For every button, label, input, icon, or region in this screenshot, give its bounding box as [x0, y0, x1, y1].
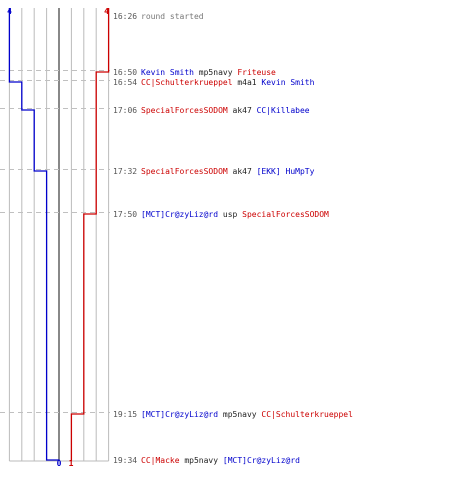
team-red-alive-line — [70, 8, 110, 461]
team-red-end-count: 1 — [69, 459, 74, 468]
event-time: 16:26 — [113, 12, 137, 21]
team-blue-end-count: 0 — [57, 459, 62, 468]
event-victim: CC|Schulterkrueppel — [261, 410, 353, 419]
team-blue-start-count: 4 — [7, 7, 12, 16]
event-text: SpecialForcesSODOM ak47 [EKK] HuMpTy — [141, 167, 315, 176]
event-text: CC|Macke mp5navy [MCT]Cr@zyLiz@rd — [141, 456, 300, 465]
event-time: 17:50 — [113, 210, 137, 219]
event-victim: [MCT]Cr@zyLiz@rd — [223, 456, 300, 465]
event-time: 16:50 — [113, 68, 137, 77]
event-weapon: ak47 — [228, 106, 257, 115]
event-text: CC|Schulterkrueppel m4a1 Kevin Smith — [141, 78, 315, 87]
event-time: 19:34 — [113, 456, 137, 465]
event-killer: CC|Macke — [141, 456, 180, 465]
event-time: 17:06 — [113, 106, 137, 115]
event-killer: SpecialForcesSODOM — [141, 106, 228, 115]
player-count-grid — [8, 8, 110, 462]
event-note: round started — [141, 12, 204, 21]
team-blue-alive-line — [8, 8, 60, 461]
event-weapon: usp — [218, 210, 242, 219]
event-weapon: mp5navy — [180, 456, 223, 465]
event-time: 17:32 — [113, 167, 137, 176]
event-time: 16:54 — [113, 78, 137, 87]
event-weapon: mp5navy — [194, 68, 237, 77]
event-weapon: mp5navy — [218, 410, 261, 419]
event-victim: Friteuse — [237, 68, 276, 77]
event-victim: SpecialForcesSODOM — [242, 210, 329, 219]
event-time: 19:15 — [113, 410, 137, 419]
team-count-lines — [8, 8, 110, 461]
team-red-start-count: 4 — [104, 7, 109, 16]
event-text: [MCT]Cr@zyLiz@rd mp5navy CC|Schulterkrue… — [141, 410, 353, 419]
event-victim: [EKK] HuMpTy — [257, 167, 315, 176]
event-text: [MCT]Cr@zyLiz@rd usp SpecialForcesSODOM — [141, 210, 329, 219]
event-rows: 16:26 round started 16:50 Kevin Smith mp5na… — [0, 12, 353, 465]
event-weapon: ak47 — [228, 167, 257, 176]
event-victim: CC|Killabee — [257, 106, 310, 115]
event-text: Kevin Smith mp5navy Friteuse — [141, 68, 276, 77]
event-killer: SpecialForcesSODOM — [141, 167, 228, 176]
event-killer: CC|Schulterkrueppel — [141, 78, 233, 87]
event-killer: Kevin Smith — [141, 68, 194, 77]
event-text: SpecialForcesSODOM ak47 CC|Killabee — [141, 106, 310, 115]
event-killer: [MCT]Cr@zyLiz@rd — [141, 410, 218, 419]
event-victim: Kevin Smith — [261, 78, 314, 87]
event-text: round started — [141, 12, 204, 21]
event-killer: [MCT]Cr@zyLiz@rd — [141, 210, 218, 219]
event-weapon: m4a1 — [233, 78, 262, 87]
